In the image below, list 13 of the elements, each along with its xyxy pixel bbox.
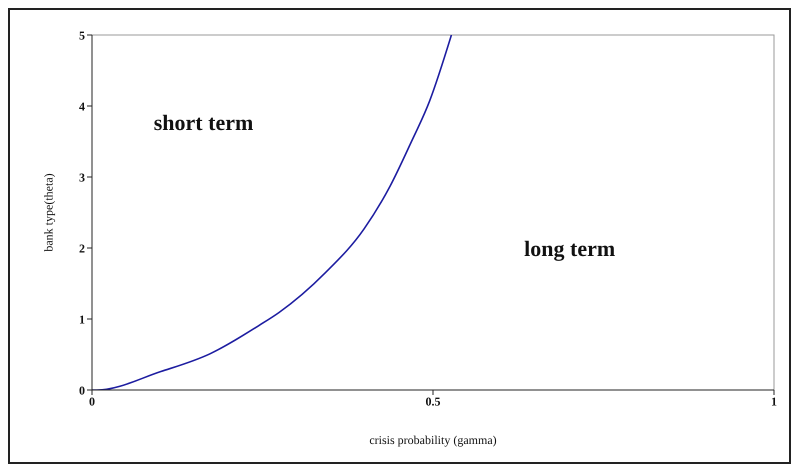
x-tick-label: 0 [89,394,95,409]
x-tick-label: 1 [771,394,777,409]
y-tick-label: 1 [79,312,85,326]
annotation: long term [524,236,616,262]
y-tick-label: 0 [79,383,85,398]
x-axis-title: crisis probability (gamma) [369,433,497,447]
x-tick-label: 0.5 [426,394,440,409]
y-axis-title: bank type(theta) [41,173,56,252]
y-tick-label: 2 [79,241,85,256]
annotation: short term [154,110,254,136]
y-tick-label: 4 [79,99,85,114]
y-tick-label: 3 [79,170,85,184]
y-tick-label: 5 [79,28,85,42]
